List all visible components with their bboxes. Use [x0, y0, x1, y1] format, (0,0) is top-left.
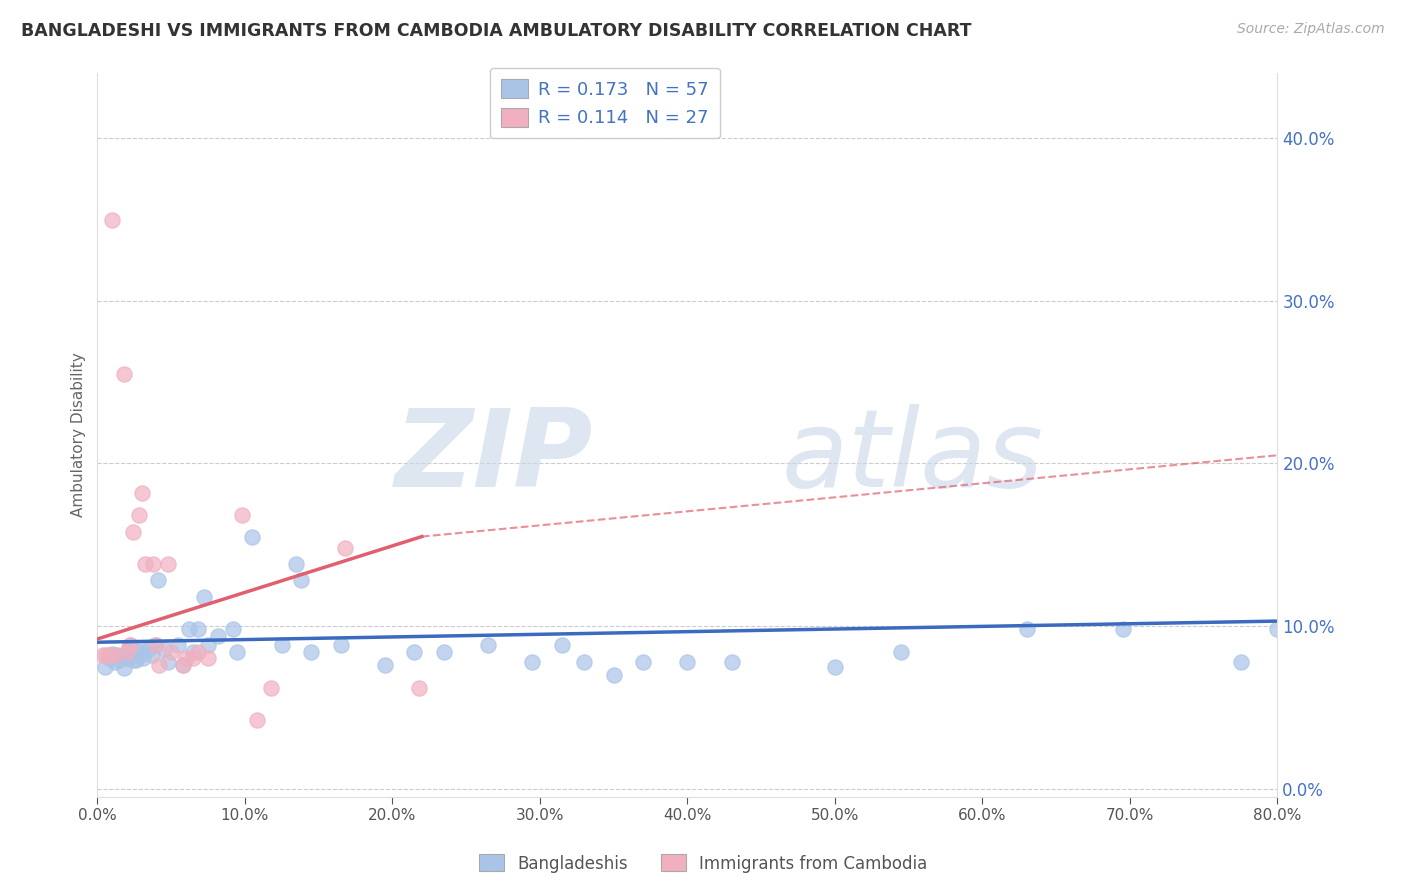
Y-axis label: Ambulatory Disability: Ambulatory Disability: [72, 352, 86, 517]
Point: [181, 645, 204, 659]
Point: [117, 643, 139, 657]
Point: [152, 641, 174, 656]
Point: [132, 651, 155, 665]
Point: [231, 508, 253, 523]
Point: [121, 524, 143, 539]
Point: [174, 651, 197, 665]
Point: [91, 648, 114, 663]
Point: [131, 485, 153, 500]
Point: [172, 658, 194, 673]
Point: [197, 651, 219, 665]
Point: [197, 639, 219, 653]
Point: [120, 648, 142, 663]
Text: atlas: atlas: [782, 404, 1043, 509]
Point: [181, 651, 204, 665]
Legend: Bangladeshis, Immigrants from Cambodia: Bangladeshis, Immigrants from Cambodia: [472, 847, 934, 880]
Point: [1111, 622, 1133, 636]
Point: [104, 648, 127, 663]
Point: [143, 639, 166, 653]
Point: [522, 655, 544, 669]
Point: [477, 639, 499, 653]
Text: BANGLADESHI VS IMMIGRANTS FROM CAMBODIA AMBULATORY DISABILITY CORRELATION CHART: BANGLADESHI VS IMMIGRANTS FROM CAMBODIA …: [21, 22, 972, 40]
Point: [98, 648, 121, 663]
Point: [290, 574, 312, 588]
Point: [602, 667, 624, 681]
Point: [96, 648, 118, 663]
Point: [118, 639, 141, 653]
Point: [104, 655, 127, 669]
Point: [246, 713, 269, 727]
Point: [131, 641, 153, 656]
Point: [270, 639, 292, 653]
Point: [121, 653, 143, 667]
Point: [720, 655, 742, 669]
Point: [145, 639, 167, 653]
Point: [141, 648, 163, 663]
Point: [115, 645, 138, 659]
Point: [142, 558, 165, 572]
Point: [433, 645, 456, 659]
Point: [114, 648, 136, 663]
Point: [101, 647, 124, 661]
Point: [207, 629, 229, 643]
Point: [112, 661, 135, 675]
Point: [187, 622, 209, 636]
Point: [329, 639, 352, 653]
Point: [890, 645, 912, 659]
Point: [572, 655, 595, 669]
Point: [676, 655, 699, 669]
Point: [146, 574, 169, 588]
Point: [112, 367, 135, 381]
Point: [160, 645, 183, 659]
Point: [129, 648, 152, 663]
Point: [240, 530, 263, 544]
Point: [105, 648, 128, 663]
Point: [187, 645, 209, 659]
Point: [222, 622, 245, 636]
Point: [108, 653, 131, 667]
Text: ZIP: ZIP: [395, 404, 593, 509]
Point: [115, 651, 138, 665]
Point: [128, 645, 150, 659]
Point: [299, 645, 322, 659]
Point: [1229, 655, 1251, 669]
Point: [157, 655, 180, 669]
Point: [157, 558, 180, 572]
Point: [101, 212, 124, 227]
Legend: R = 0.173   N = 57, R = 0.114   N = 27: R = 0.173 N = 57, R = 0.114 N = 27: [489, 68, 720, 138]
Point: [118, 639, 141, 653]
Point: [125, 653, 148, 667]
Point: [404, 645, 426, 659]
Point: [1015, 622, 1038, 636]
Point: [193, 590, 215, 604]
Text: Source: ZipAtlas.com: Source: ZipAtlas.com: [1237, 22, 1385, 37]
Point: [260, 681, 283, 695]
Point: [93, 659, 115, 673]
Point: [167, 639, 190, 653]
Point: [134, 558, 156, 572]
Point: [172, 658, 194, 673]
Point: [824, 659, 846, 673]
Point: [138, 641, 160, 656]
Point: [408, 681, 430, 695]
Point: [631, 655, 654, 669]
Point: [1267, 622, 1289, 636]
Point: [333, 541, 356, 555]
Point: [226, 645, 249, 659]
Point: [148, 658, 170, 673]
Point: [374, 658, 396, 673]
Point: [98, 651, 121, 665]
Point: [128, 508, 150, 523]
Point: [177, 622, 200, 636]
Point: [285, 558, 308, 572]
Point: [551, 639, 574, 653]
